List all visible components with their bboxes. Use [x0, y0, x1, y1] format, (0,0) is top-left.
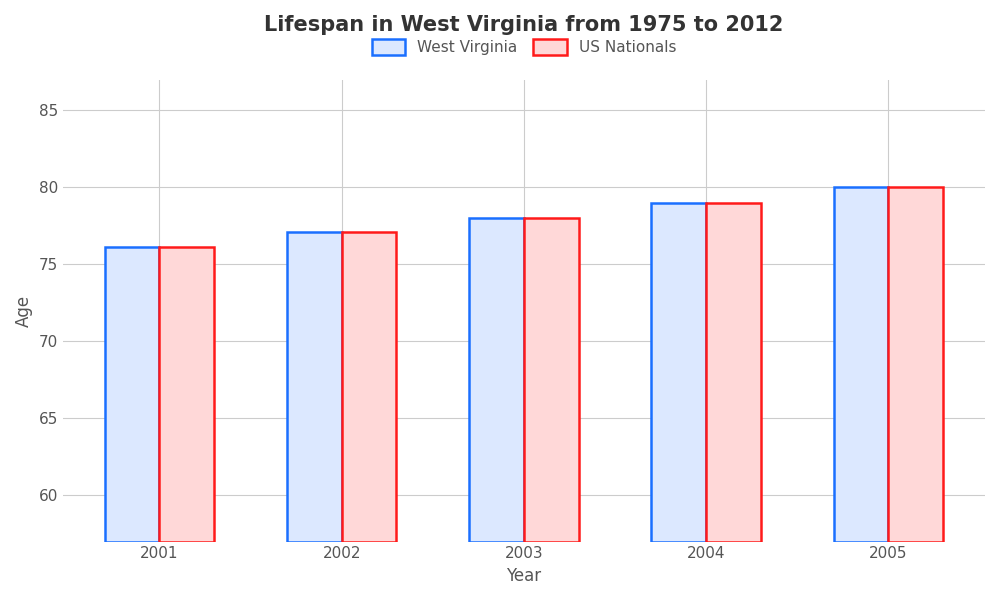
Bar [834, 187, 888, 542]
X-axis label: Year: Year [506, 567, 541, 585]
Bar [706, 203, 761, 542]
Bar [888, 187, 943, 542]
Legend: West Virginia, US Nationals: West Virginia, US Nationals [364, 32, 684, 63]
Bar [651, 203, 706, 542]
Bar [469, 218, 524, 542]
Bar [159, 247, 214, 542]
Title: Lifespan in West Virginia from 1975 to 2012: Lifespan in West Virginia from 1975 to 2… [264, 15, 784, 35]
Bar [287, 232, 342, 542]
Y-axis label: Age: Age [15, 295, 33, 326]
Bar [105, 247, 159, 542]
Bar [524, 218, 579, 542]
Bar [342, 232, 396, 542]
